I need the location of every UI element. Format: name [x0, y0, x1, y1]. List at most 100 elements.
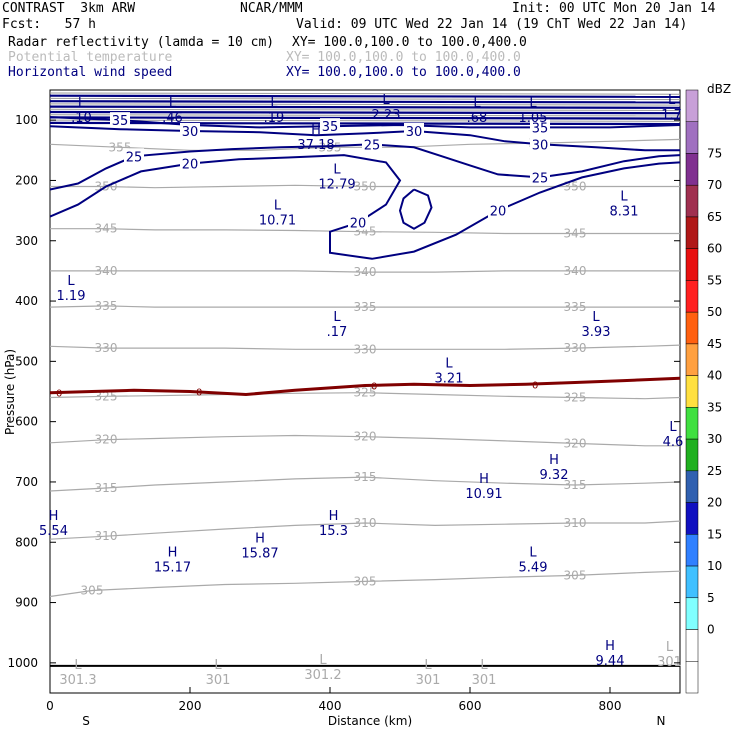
colorbar-level: 75: [707, 146, 722, 160]
jet-band-contour: [50, 100, 680, 104]
theta-extremum-value: 301: [472, 673, 497, 688]
wind-contour-label: 35: [112, 114, 129, 129]
theta-contour-340: [50, 270, 680, 273]
colorbar-swatch: [685, 311, 699, 345]
wind-contour-label: 35: [322, 120, 339, 135]
theta-contour-label: 305: [564, 568, 587, 582]
colorbar-swatch: [685, 629, 699, 662]
wind-contour-label: 25: [532, 171, 549, 186]
jet-band-contour: [50, 116, 680, 120]
init-time: Init: 00 UTC Mon 20 Jan 14: [512, 1, 716, 16]
colorbar-level: 25: [707, 464, 722, 478]
colorbar-swatch: [685, 502, 699, 535]
theta-extremum-value: 301: [206, 673, 231, 688]
y-tick-label: 600: [15, 415, 38, 429]
theta-contour-label: 325: [95, 389, 118, 403]
wind-extremum-kind: L: [169, 96, 177, 111]
wind-contour-35: [50, 116, 680, 129]
wind-contour-label: 30: [182, 125, 199, 140]
theta-contour-315: [50, 476, 680, 492]
theta-contour-label: 350: [354, 179, 377, 193]
x-axis-title: Distance (km): [328, 714, 412, 728]
wind-extremum-value: 2.23: [372, 108, 401, 123]
colorbar-swatch: [685, 184, 699, 218]
wind-label-bg: [348, 214, 368, 230]
theta-contour-320: [50, 434, 680, 447]
wind-label-bg: [180, 123, 200, 139]
wind-extremum-kind: L: [333, 162, 341, 177]
zero-dbz-contour: [50, 376, 680, 397]
field-theta: Potential temperature: [8, 50, 173, 65]
wind-extremum-value: .19: [264, 111, 285, 126]
colorbar-swatch: [685, 661, 699, 694]
theta-contour-label: 325: [564, 391, 587, 405]
theta-extremum-kind: L: [424, 658, 432, 673]
wind-extremum-kind: H: [479, 472, 489, 487]
theta-extremum-value: 301.2: [304, 668, 341, 683]
wind-extremum-value: 1.05: [519, 111, 548, 126]
theta-contour-label: 350: [564, 179, 587, 193]
wind-label-bg: [124, 148, 144, 164]
theta-extremum-kind: L: [480, 658, 488, 673]
y-axis-title: Pressure (hPa): [3, 349, 17, 435]
jet-band-contour: [50, 97, 680, 101]
colorbar-level: 15: [707, 527, 722, 541]
wind-label-bg: [488, 202, 508, 218]
zero-contour-label: 0: [371, 381, 377, 392]
colorbar-swatch: [685, 534, 699, 567]
x-tick-label: 200: [179, 699, 202, 713]
wind-extremum-kind: H: [605, 639, 615, 654]
wind-extremum-kind: L: [78, 96, 86, 111]
x-tick-label: 800: [599, 699, 622, 713]
jet-band-contour: [50, 108, 680, 111]
theta-contour-350: [50, 184, 680, 189]
colorbar-level: 5: [707, 591, 715, 605]
colorbar-level: 55: [707, 273, 722, 287]
wind-extremum-value: 8.31: [610, 205, 639, 220]
colorbar-swatch: [685, 280, 699, 313]
theta-extremum-kind: L: [214, 658, 222, 673]
jet-band-contour: [50, 119, 680, 122]
valid-time: Valid: 09 UTC Wed 22 Jan 14 (19 ChT Wed …: [296, 17, 688, 32]
wind-contour-closed-20: [398, 188, 433, 230]
wind-extremum-value: 5.49: [519, 560, 548, 575]
theta-contour-label: 330: [95, 341, 118, 355]
wind-extremum-value: 4.6: [663, 435, 684, 450]
x-tick-label: 0: [46, 699, 54, 713]
wind-label-bg: [362, 136, 382, 152]
model-name: CONTRAST 3km ARW: [2, 1, 136, 16]
y-tick-label: 300: [15, 234, 38, 248]
wind-extremum-value: 1.19: [57, 289, 86, 304]
colorbar-level: 50: [707, 305, 722, 319]
theta-contour-label: 310: [95, 529, 118, 543]
wind-extremum-value: 15.87: [241, 546, 278, 561]
org-name: NCAR/MMM: [240, 1, 303, 16]
wind-extremum-value: 3.93: [582, 325, 611, 340]
south-label: S: [82, 714, 90, 728]
colorbar-level: 60: [707, 242, 722, 256]
theta-contour-label: 305: [81, 583, 104, 597]
wind-extremum-kind: L: [445, 357, 453, 372]
zero-contour-label: 0: [56, 389, 62, 400]
wind-extremum-value: 15.3: [319, 524, 348, 539]
colorbar-level: 20: [707, 496, 722, 510]
colorbar-swatch: [685, 121, 699, 154]
wind-extremum-kind: H: [329, 509, 339, 524]
theta-contour-label: 315: [564, 478, 587, 492]
wind-extremum-kind: L: [620, 190, 628, 205]
jet-band-contour: [50, 94, 680, 98]
forecast-hour: Fcst: 57 h: [2, 17, 96, 32]
wind-contour-label: 30: [406, 125, 423, 140]
y-tick-label: 900: [15, 596, 38, 610]
wind-label-bg: [530, 119, 550, 135]
theta-extremum-kind: L: [319, 653, 327, 668]
y-tick-label: 400: [15, 294, 38, 308]
wind-extremum-value: .17: [327, 325, 348, 340]
theta-contour-label: 345: [95, 222, 118, 236]
theta-contour-label: 325: [354, 386, 377, 400]
wind-extremum-value: 37.18: [297, 138, 334, 153]
theta-contour-330: [50, 344, 680, 350]
colorbar-swatch: [685, 248, 699, 281]
colorbar-swatch: [685, 470, 699, 503]
